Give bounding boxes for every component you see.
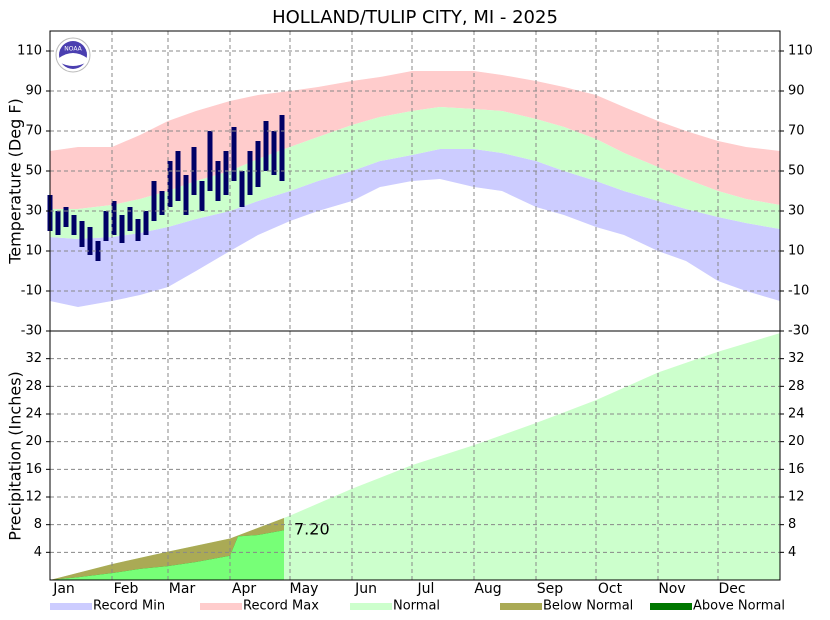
y-tick-label: 8: [788, 517, 796, 532]
y-tick-label: 16: [25, 462, 42, 477]
observed-temp-bar: [135, 219, 141, 241]
plot-frame: [49, 30, 781, 581]
x-tick-label: Oct: [598, 581, 623, 597]
y-tick-label: 70: [788, 124, 805, 139]
precip-normal-area: [50, 333, 780, 580]
y-tick-label: 110: [788, 44, 813, 59]
y-tick-label: 12: [788, 490, 805, 505]
observed-temp-bar: [159, 191, 165, 215]
chart-title: HOLLAND/TULIP CITY, MI - 2025: [272, 7, 558, 28]
logo-text: NOAA: [64, 46, 82, 53]
y-tick-label: -30: [21, 324, 42, 339]
y-axis-label: Temperature (Deg F): [6, 98, 25, 265]
observed-temp-bar: [119, 215, 125, 243]
normal-area: [50, 107, 780, 239]
y-tick-label: 50: [788, 164, 805, 179]
observed-temp-bar: [255, 141, 261, 187]
x-tick-label: Apr: [232, 581, 256, 597]
y-tick-label: -10: [788, 284, 809, 299]
observed-temp-bar: [55, 211, 61, 235]
y-tick-label: 110: [17, 44, 42, 59]
y-tick-label: 16: [788, 462, 805, 477]
y-tick-label: 8: [34, 517, 42, 532]
y-tick-label: 70: [25, 124, 42, 139]
legend-label: Record Max: [243, 599, 319, 614]
observed-temp-bar: [63, 207, 69, 227]
observed-temp-bar: [143, 211, 149, 235]
x-tick-label: Aug: [474, 581, 501, 597]
observed-temp-bar: [207, 131, 213, 191]
y-axis-label: Precipitation (Inches): [6, 371, 25, 541]
x-tick-label: Jul: [417, 581, 435, 597]
y-tick-label: 32: [25, 351, 42, 366]
x-tick-label: Mar: [169, 581, 196, 597]
observed-temp-bar: [223, 151, 229, 195]
legend-swatch: [500, 603, 542, 610]
observed-temp-bar: [175, 151, 181, 201]
x-tick-label: May: [290, 581, 319, 597]
logo: [59, 53, 87, 66]
legend-label: Above Normal: [693, 599, 785, 614]
x-tick-label: Jun: [354, 581, 377, 597]
y-tick-label: 28: [25, 379, 42, 394]
x-tick-label: Feb: [114, 581, 139, 597]
legend-label: Normal: [393, 599, 440, 614]
observed-temp-bar: [279, 115, 285, 181]
y-tick-label: 24: [25, 407, 42, 422]
observed-temp-bar: [231, 127, 237, 181]
x-tick-label: Dec: [718, 581, 745, 597]
legend-swatch: [350, 603, 392, 610]
y-tick-label: 24: [788, 407, 805, 422]
y-tick-label: 28: [788, 379, 805, 394]
record-max-area: [50, 71, 780, 209]
observed-temp-bar: [87, 227, 93, 255]
y-tick-label: 30: [788, 204, 805, 219]
y-tick-label: 4: [34, 545, 42, 560]
observed-temp-bar: [127, 207, 133, 231]
y-tick-label: 30: [25, 204, 42, 219]
observed-temp-bar: [79, 221, 85, 247]
x-tick-label: Sep: [537, 581, 564, 597]
observed-temp-bar: [215, 161, 221, 201]
observed-temp-bar: [95, 241, 101, 261]
observed-temp-bar: [103, 211, 109, 241]
legend-label: Below Normal: [543, 599, 633, 614]
y-tick-label: -10: [21, 284, 42, 299]
y-tick-label: 12: [25, 490, 42, 505]
y-tick-label: 20: [788, 434, 805, 449]
legend-swatch: [200, 603, 242, 610]
observed-temp-bar: [247, 151, 253, 195]
legend-swatch: [50, 603, 92, 610]
y-tick-label: 90: [25, 84, 42, 99]
y-tick-label: 90: [788, 84, 805, 99]
record-min-area: [50, 149, 780, 307]
observed-precip-area: [50, 530, 284, 580]
observed-temp-bar: [271, 131, 277, 175]
observed-temp-bar: [111, 201, 117, 235]
observed-temp-bar: [199, 181, 205, 211]
y-tick-label: -30: [788, 324, 809, 339]
y-tick-label: 4: [788, 545, 796, 560]
observed-temp-bar: [263, 121, 269, 171]
legend-label: Record Min: [93, 599, 165, 614]
observed-temp-bar: [183, 175, 189, 215]
y-tick-label: 20: [25, 434, 42, 449]
observed-temp-bar: [151, 181, 157, 221]
observed-temp-bar: [239, 171, 245, 207]
y-tick-label: 10: [25, 244, 42, 259]
y-tick-label: 10: [788, 244, 805, 259]
value-label: 7.20: [294, 520, 330, 539]
x-tick-label: Nov: [658, 581, 685, 597]
legend-swatch: [650, 603, 692, 610]
y-tick-label: 50: [25, 164, 42, 179]
observed-temp-bar: [71, 215, 77, 235]
observed-temp-bar: [167, 161, 173, 207]
x-tick-label: Jan: [52, 581, 75, 597]
y-tick-label: 32: [788, 351, 805, 366]
